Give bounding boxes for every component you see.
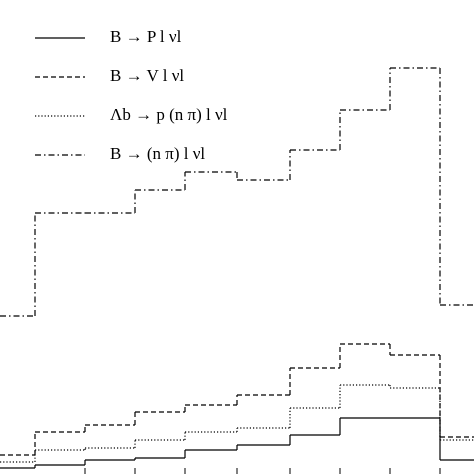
legend-label: B → P l νl	[110, 27, 182, 46]
legend-label: B → (n π) l νl	[110, 144, 205, 163]
legend-label: Λb → p (n π) l νl	[110, 105, 228, 124]
legend-label: B → V l νl	[110, 66, 184, 85]
